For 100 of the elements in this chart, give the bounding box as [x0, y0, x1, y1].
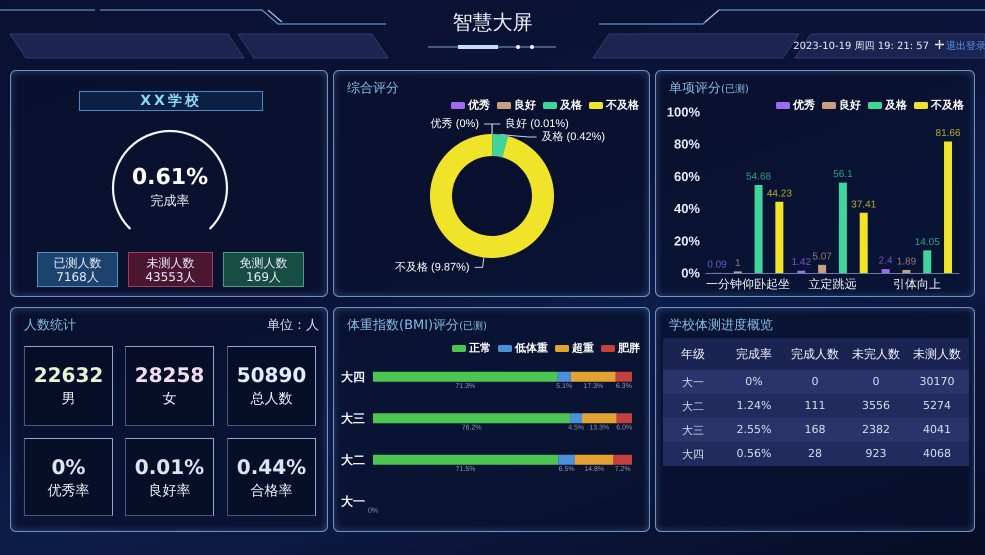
- category-label: 未完人数: [851, 346, 901, 363]
- bar: [570, 372, 616, 382]
- text: 43553人: [144, 270, 197, 284]
- bar: [902, 270, 910, 273]
- data-label: 不及格 (9.87%): [395, 261, 470, 274]
- bar: [616, 413, 632, 424]
- text: 2.55%: [736, 423, 772, 436]
- data-label: 81.66: [936, 128, 961, 140]
- y-tick-label: 20%: [674, 233, 700, 248]
- bar: [558, 454, 576, 465]
- bar: [582, 413, 616, 424]
- text: 0: [872, 375, 880, 388]
- y-tick-label: 40%: [674, 201, 700, 216]
- data-label: 56.1: [833, 169, 854, 180]
- data-label: 54.68: [746, 171, 772, 182]
- bar: [613, 454, 632, 465]
- text: 男: [60, 390, 76, 408]
- y-tick-label: 100%: [666, 104, 700, 120]
- text: 良好率: [148, 482, 192, 500]
- text: 单位：人: [267, 317, 319, 334]
- text: 1.24%: [736, 399, 772, 412]
- text: 总人数: [250, 390, 294, 408]
- text: 学校体测进度概览: [669, 318, 773, 333]
- chart-subtitle: (已测): [721, 84, 749, 95]
- text: 0%: [50, 455, 86, 479]
- text: 4041: [923, 423, 951, 436]
- legend-label: 优秀: [467, 98, 490, 112]
- text: 168: [804, 423, 826, 436]
- bar: [373, 454, 558, 465]
- text: 优秀 (0%): [430, 118, 479, 130]
- data-label: 37.41: [851, 199, 877, 210]
- data-label: 1.89: [896, 256, 917, 268]
- text: 2023-10-19 周四 19: 21: 57: [793, 40, 929, 53]
- text: 优秀率: [46, 482, 90, 500]
- category-label: 完成人数: [790, 346, 840, 363]
- chart-subtitle: (已测): [459, 321, 487, 332]
- x-tick-label: 一分钟仰卧起坐: [706, 277, 790, 291]
- data-label: 良好 (0.01%): [505, 117, 569, 130]
- y-tick-label: 大四: [341, 370, 365, 384]
- text: 7168人: [55, 270, 100, 284]
- x-tick-label: 引体向上: [892, 277, 941, 291]
- text: 0%: [745, 375, 763, 388]
- x-tick-label: 立定跳远: [808, 277, 856, 291]
- text: 智慧大屏: [452, 9, 534, 36]
- legend-label: 及格: [884, 98, 908, 112]
- bar: [575, 454, 614, 465]
- data-label: 0.09: [707, 259, 728, 270]
- text: 22632: [32, 363, 104, 387]
- y-tick-label: 大三: [341, 411, 365, 426]
- text: 0.44%: [236, 455, 308, 479]
- text: 111: [804, 399, 826, 412]
- data-label: 1.42: [792, 257, 812, 268]
- chart-title: 综合评分: [347, 81, 399, 96]
- legend-label: 优秀: [792, 98, 815, 112]
- text: XX学校: [79, 91, 263, 111]
- text: 女: [162, 390, 178, 408]
- bar: [373, 413, 570, 424]
- text: 2382: [862, 423, 890, 436]
- text: 0: [812, 375, 818, 388]
- text: 未测人数: [146, 256, 196, 270]
- legend-label: 正常: [468, 342, 491, 354]
- chart-title: 单项评分: [669, 81, 721, 96]
- text: 28258: [134, 363, 206, 387]
- bar: [616, 372, 632, 382]
- text: 0.56%: [736, 447, 772, 460]
- chart-title: 体重指数(BMI)评分: [347, 318, 460, 333]
- text: 年级: [680, 346, 706, 363]
- y-tick-label: 80%: [674, 136, 700, 152]
- text: 人数统计: [24, 318, 76, 333]
- legend-label: 及格: [559, 98, 583, 112]
- text: 5274: [923, 399, 951, 412]
- legend-label: 超重: [571, 342, 594, 354]
- legend-label: 低体重: [514, 342, 548, 354]
- data-label: 1: [734, 258, 741, 269]
- data-label: 及格 (0.42%): [541, 131, 606, 143]
- legend-label: 不及格: [605, 98, 640, 112]
- bar: [818, 264, 826, 273]
- data-label: 44.23: [766, 188, 792, 200]
- text: 4068: [923, 447, 951, 460]
- bar: [860, 212, 868, 273]
- data-label: 5.07: [812, 251, 832, 262]
- legend-label: 良好: [839, 98, 861, 112]
- text: 免测人数: [238, 256, 288, 270]
- y-tick-label: 60%: [674, 168, 700, 184]
- legend-label: 肥胖: [617, 342, 640, 354]
- text: 已测人数: [52, 256, 102, 270]
- text: 3556: [862, 399, 890, 412]
- data-label: 14.05: [914, 236, 940, 248]
- legend-label: 不及格: [930, 98, 965, 112]
- text: 0.01%: [134, 455, 206, 479]
- bar: [373, 372, 558, 382]
- text: 合格率: [250, 482, 294, 500]
- bar: [558, 372, 571, 382]
- bar: [923, 250, 932, 273]
- category-label: 未测人数: [912, 346, 962, 363]
- data-label: 2.4: [878, 256, 894, 267]
- text: 28: [808, 447, 822, 460]
- y-tick-label: 0%: [681, 266, 700, 280]
- bar: [882, 269, 890, 273]
- bar: [838, 182, 847, 273]
